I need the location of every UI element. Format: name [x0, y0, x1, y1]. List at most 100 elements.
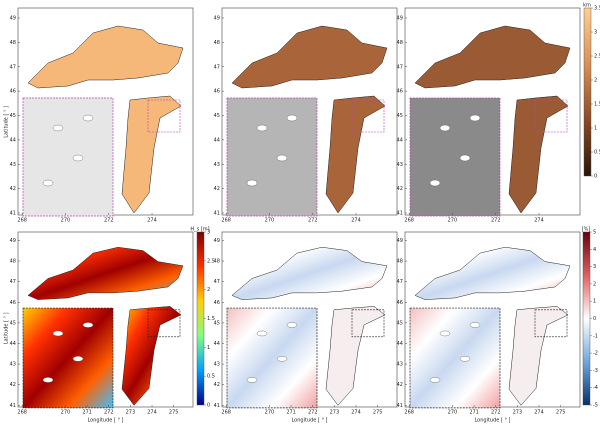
- colorbar-tick-label: 0: [207, 403, 210, 409]
- lake-superior: [414, 246, 571, 300]
- x-tick-label: 273: [513, 410, 523, 416]
- y-tick-label: 47: [214, 279, 220, 285]
- island: [429, 179, 441, 187]
- y-tick-label: 46: [397, 89, 403, 95]
- lake-superior: [231, 246, 388, 300]
- colorbar-tick-label: 4: [593, 247, 596, 253]
- x-tick-label: 274: [147, 218, 157, 224]
- island: [82, 322, 94, 328]
- y-tick-label: 42: [10, 382, 16, 388]
- y-tick-label: 42: [214, 186, 220, 192]
- y-tick-label: 49: [214, 16, 220, 22]
- y-axis-label: Latitude [ ° ]: [4, 106, 10, 138]
- lake-michigan: [508, 306, 569, 406]
- colorbar-tick-label: 1.5: [594, 102, 600, 108]
- y-tick-label: 49: [214, 238, 220, 244]
- x-tick-label: 273: [330, 410, 340, 416]
- y-tick-label: 46: [214, 89, 220, 95]
- lake-michigan: [325, 95, 386, 214]
- y-tick-label: 45: [397, 320, 403, 326]
- x-tick-label: 273: [126, 410, 136, 416]
- lake-michigan: [121, 306, 182, 406]
- zoom-box: [534, 309, 568, 338]
- x-tick-label: 270: [265, 410, 275, 416]
- y-tick-label: 41: [214, 403, 220, 409]
- y-tick-label: 46: [10, 300, 16, 306]
- y-tick-label: 45: [214, 113, 220, 119]
- x-tick-label: 272: [104, 218, 114, 224]
- island: [276, 154, 288, 162]
- colorbar-tick-label: 0: [594, 174, 597, 180]
- colorbar-tick-label: 2: [207, 287, 210, 293]
- x-tick-label: 271: [286, 410, 296, 416]
- colorbar-tick-label: -4: [593, 385, 598, 391]
- island: [286, 114, 298, 122]
- colorbar-tick-label: 1: [593, 299, 596, 305]
- island: [469, 322, 481, 328]
- x-tick-label: 274: [534, 218, 544, 224]
- y-tick-label: 44: [10, 341, 16, 347]
- y-tick-label: 41: [397, 403, 403, 409]
- island: [42, 179, 54, 187]
- y-tick-label: 45: [10, 320, 16, 326]
- x-tick-label: 274: [534, 410, 544, 416]
- x-tick-label: 272: [104, 410, 114, 416]
- y-tick-label: 46: [214, 300, 220, 306]
- x-axis-label: Longitude [ ° ]: [291, 418, 327, 424]
- y-tick-label: 43: [214, 362, 220, 368]
- x-tick-label: 272: [308, 410, 318, 416]
- colorbar-tick-label: 0.5: [594, 150, 600, 156]
- zoom-inset: [409, 307, 501, 409]
- island: [52, 124, 64, 132]
- colorbar-tick-label: -3: [593, 368, 598, 374]
- x-tick-label: 275: [556, 410, 566, 416]
- y-tick-label: 45: [214, 320, 220, 326]
- y-tick-label: 48: [397, 40, 403, 46]
- island: [276, 356, 288, 362]
- colorbar-tick-label: -1: [593, 333, 598, 339]
- y-tick-label: 41: [397, 211, 403, 217]
- y-tick-label: 42: [214, 382, 220, 388]
- y-tick-label: 49: [397, 238, 403, 244]
- y-tick-label: 48: [397, 259, 403, 265]
- lake-superior: [27, 246, 184, 300]
- x-tick-label: 270: [61, 410, 71, 416]
- lake-michigan: [121, 95, 182, 214]
- x-tick-label: 272: [491, 218, 501, 224]
- colorbar-tick-label: -2: [593, 351, 598, 357]
- island: [439, 330, 451, 337]
- x-tick-label: 272: [308, 218, 318, 224]
- y-tick-label: 42: [397, 382, 403, 388]
- y-tick-label: 44: [214, 137, 220, 143]
- colorbar-tick-label: 2.5: [207, 258, 215, 264]
- island: [246, 179, 258, 187]
- colorbar-tick-label: 1: [594, 126, 597, 132]
- y-tick-label: 44: [397, 137, 403, 143]
- colorbar-tick-label: 1.5: [207, 316, 215, 322]
- colorbar: [582, 231, 591, 406]
- zoom-inset: [22, 97, 114, 217]
- y-tick-label: 47: [397, 64, 403, 70]
- x-tick-label: 275: [373, 410, 383, 416]
- y-tick-label: 41: [10, 211, 16, 217]
- lake-superior: [231, 25, 388, 89]
- colorbar-label: H_s [m]: [190, 227, 209, 233]
- y-tick-label: 48: [10, 40, 16, 46]
- island: [72, 356, 84, 362]
- x-axis-label: Longitude [ ° ]: [474, 418, 510, 424]
- y-tick-label: 41: [214, 211, 220, 217]
- island: [42, 377, 54, 383]
- x-tick-label: 268: [221, 410, 231, 416]
- y-tick-label: 43: [10, 362, 16, 368]
- x-tick-label: 271: [469, 410, 479, 416]
- colorbar-label: [%]: [582, 227, 591, 233]
- x-tick-label: 270: [265, 218, 275, 224]
- zoom-box: [147, 309, 181, 338]
- island: [459, 154, 471, 162]
- y-tick-label: 49: [10, 238, 16, 244]
- y-tick-label: 48: [214, 40, 220, 46]
- colorbar-tick-label: 3: [594, 30, 597, 36]
- y-tick-label: 42: [10, 186, 16, 192]
- y-tick-label: 47: [214, 64, 220, 70]
